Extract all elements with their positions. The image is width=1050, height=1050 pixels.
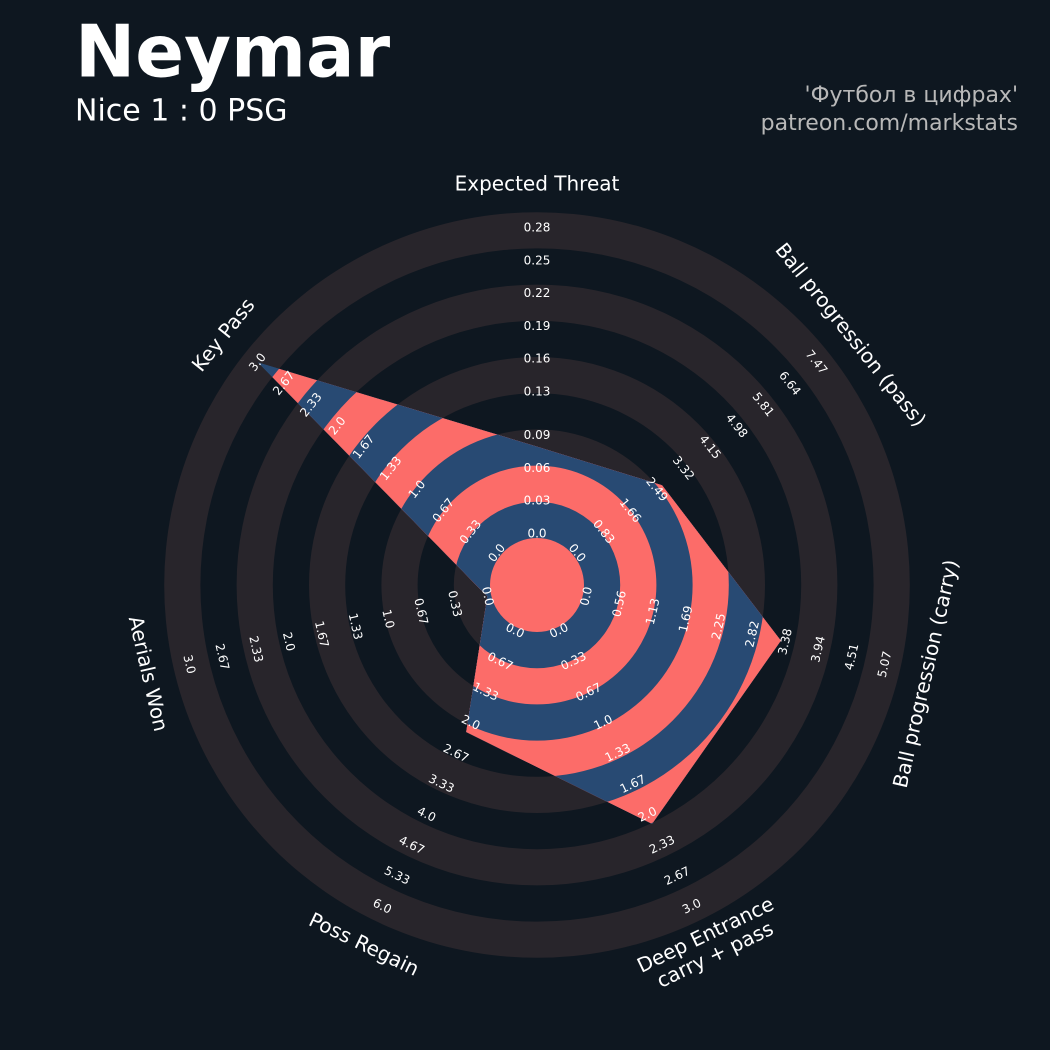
tick-label: 0.19	[524, 319, 551, 333]
tick-label: 2.0	[280, 631, 298, 653]
tick-label: 0.0	[479, 585, 497, 607]
chart-title: Neymar	[75, 10, 391, 94]
tick-label: 3.38	[775, 627, 795, 656]
tick-label: 0.0	[577, 585, 595, 607]
tick-label: 1.33	[346, 612, 366, 641]
tick-label: 1.13	[643, 597, 663, 626]
tick-label: 1.69	[676, 604, 696, 633]
tick-label: 0.06	[524, 461, 551, 475]
tick-label: 0.22	[524, 286, 551, 300]
chart-subtitle: Nice 1 : 0 PSG	[75, 94, 288, 129]
tick-label: 5.07	[875, 650, 895, 679]
tick-label: 2.33	[246, 635, 266, 664]
param-label: Aerials Won	[124, 614, 174, 734]
tick-label: 0.67	[411, 597, 431, 626]
credit: 'Футбол в цифрах'	[805, 83, 1018, 108]
param-label: Expected Threat	[455, 172, 620, 196]
tick-label: 1.0	[379, 608, 397, 630]
tick-label: 2.82	[742, 620, 762, 649]
tick-label: 0.13	[524, 384, 551, 398]
tick-label: 1.67	[312, 620, 332, 649]
tick-label: 3.94	[808, 635, 828, 664]
tick-label: 0.0	[527, 527, 546, 541]
tick-label: 0.16	[524, 352, 551, 366]
tick-label: 0.03	[524, 494, 551, 508]
tick-label: 0.28	[524, 221, 551, 235]
tick-label: 2.25	[709, 612, 729, 641]
band	[490, 538, 584, 632]
tick-label: 0.25	[524, 253, 551, 267]
tick-label: 3.0	[180, 653, 198, 675]
tick-label: 0.09	[524, 428, 551, 442]
tick-label: 0.33	[445, 589, 465, 618]
tick-label: 0.56	[609, 589, 629, 618]
credit: patreon.com/markstats	[761, 111, 1018, 136]
tick-label: 4.51	[842, 642, 862, 671]
tick-label: 2.67	[212, 642, 232, 671]
